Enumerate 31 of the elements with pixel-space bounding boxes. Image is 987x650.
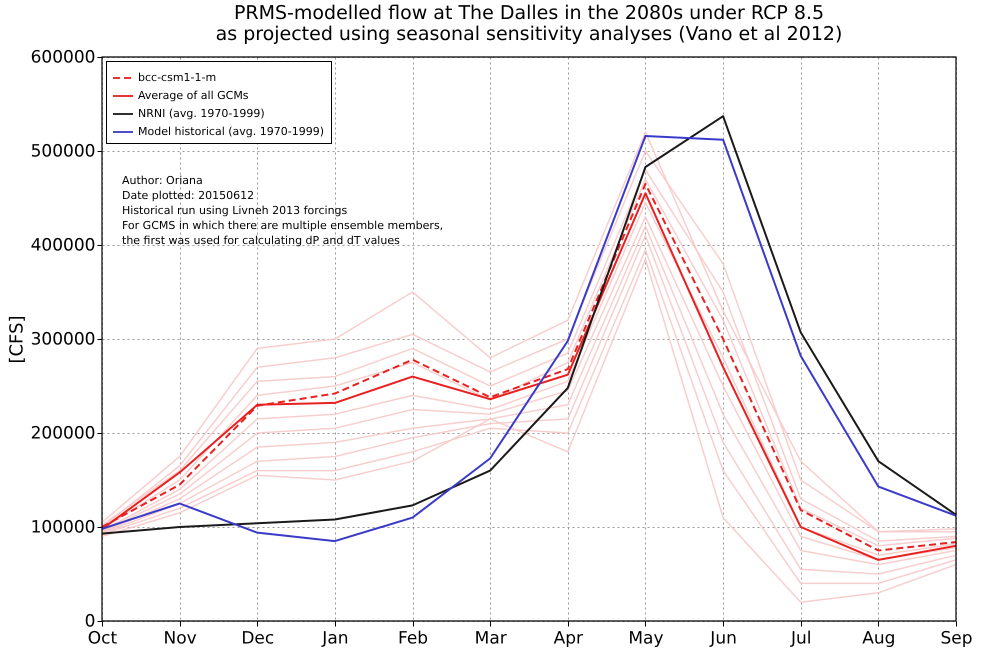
x-tick-label: Apr — [554, 628, 584, 648]
x-tick-label: Jun — [709, 628, 737, 648]
legend-label: bcc-csm1-1-m — [138, 71, 216, 84]
y-tick-label: 300000 — [30, 330, 96, 350]
y-tick-label: 100000 — [30, 518, 96, 538]
x-tick-label: Feb — [398, 628, 428, 648]
text: as projected using seasonal sensitivity analyses (Vano et al 2012) — [216, 23, 842, 45]
y-tick-label: 200000 — [30, 424, 96, 444]
x-tick-label: Mar — [474, 628, 507, 648]
annotation: For GCMS in which there are multiple ensemble members, — [122, 219, 444, 232]
x-tick-label: Jul — [790, 628, 812, 648]
y-tick-label: 500000 — [30, 142, 96, 162]
y-tick-label: 600000 — [30, 48, 96, 68]
x-tick-label: Sep — [940, 628, 973, 648]
annotation: Date plotted: 20150612 — [122, 189, 254, 202]
legend-label: Average of all GCMs — [138, 89, 249, 102]
annotation: Author: Oriana — [122, 174, 203, 187]
x-tick-label: Aug — [862, 628, 896, 648]
legend-label: NRNI (avg. 1970-1999) — [138, 107, 265, 120]
x-tick-label: Jan — [321, 628, 349, 648]
x-tick-label: May — [628, 628, 664, 648]
annotation: Historical run using Livneh 2013 forcings — [122, 204, 348, 217]
x-tick-label: Oct — [88, 628, 118, 648]
x-tick-label: Nov — [164, 628, 197, 648]
legend-label: Model historical (avg. 1970-1999) — [138, 125, 324, 138]
text: PRMS-modelled flow at The Dalles in the 2080s under RCP 8.5 — [234, 2, 824, 24]
y-tick-label: 0 — [84, 612, 96, 632]
x-tick-label: Dec — [241, 628, 274, 648]
y-axis-title: [CFS] — [6, 315, 28, 364]
annotation: the first was used for calculating dP and dT values — [122, 234, 400, 247]
y-tick-label: 400000 — [30, 236, 96, 256]
